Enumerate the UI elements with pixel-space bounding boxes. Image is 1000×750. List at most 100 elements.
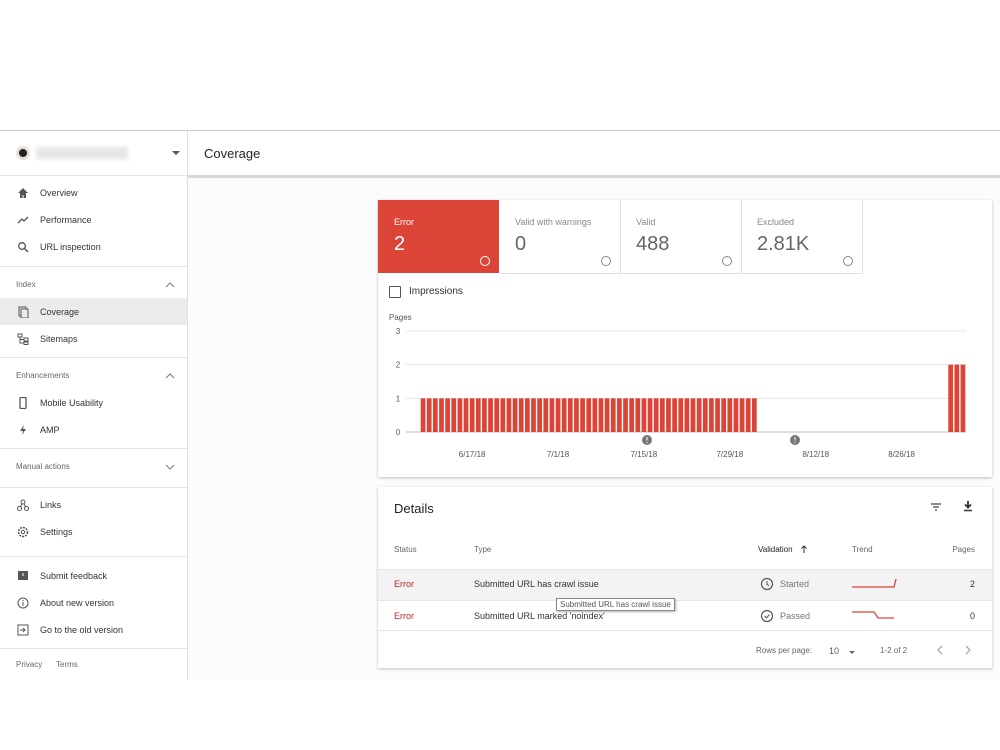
column-header[interactable]: Validation xyxy=(758,545,793,554)
nav-item[interactable]: AMP xyxy=(40,425,60,435)
card-label: Excluded xyxy=(757,217,795,227)
nav-item[interactable]: Links xyxy=(40,500,62,510)
chart: Pages 0 1 2 3 6/17/18 7/1/18 7/15/18 7/29/18 8/1… xyxy=(389,313,966,459)
nav-item[interactable]: Coverage xyxy=(40,307,80,317)
annotation-marker xyxy=(642,435,652,445)
filter-icon[interactable] xyxy=(930,501,942,513)
bar xyxy=(623,398,628,432)
expand-icon xyxy=(165,464,175,470)
help-icon[interactable] xyxy=(842,255,854,267)
card-value: 2.81K xyxy=(757,233,810,255)
bar xyxy=(678,398,684,432)
property-icon xyxy=(16,146,30,160)
card-value: 0 xyxy=(515,233,527,255)
x-tick-label: 7/1/18 xyxy=(547,450,570,459)
card-value: 2 xyxy=(394,233,406,255)
legal-link[interactable]: Privacy xyxy=(16,660,43,669)
bar xyxy=(702,398,708,432)
row-highlight[interactable] xyxy=(378,569,992,601)
page-title: Coverage xyxy=(204,146,261,161)
settings-icon xyxy=(17,526,29,538)
legal-link[interactable]: Terms xyxy=(56,660,78,669)
dropdown-arrow[interactable] xyxy=(846,646,858,658)
bar xyxy=(426,398,432,432)
bar xyxy=(543,398,549,432)
performance-icon xyxy=(17,216,29,224)
bar xyxy=(672,398,677,432)
bar xyxy=(666,398,671,432)
pagination-label: Rows per page: xyxy=(756,646,813,655)
column-header: Type xyxy=(474,545,492,554)
bar xyxy=(580,398,585,432)
bar xyxy=(457,398,463,432)
download-icon[interactable] xyxy=(962,500,974,512)
bar xyxy=(727,398,733,432)
bar xyxy=(960,364,966,432)
bar xyxy=(954,364,960,432)
bar xyxy=(432,398,438,432)
coverage-icon xyxy=(18,306,29,318)
bar xyxy=(739,398,745,432)
bar xyxy=(751,398,757,432)
bar xyxy=(549,398,555,432)
help-icon[interactable] xyxy=(479,255,491,267)
section-title[interactable]: Index xyxy=(16,280,36,289)
bar xyxy=(647,398,653,432)
bar xyxy=(555,398,561,432)
nav-item[interactable]: Submit feedback xyxy=(40,571,108,581)
nav-item[interactable]: Mobile Usability xyxy=(40,398,104,408)
bar xyxy=(635,398,641,432)
checkbox[interactable] xyxy=(389,286,401,298)
bar xyxy=(610,398,616,432)
bar xyxy=(586,398,592,432)
bar xyxy=(715,398,720,432)
bar xyxy=(537,398,542,432)
nav-item[interactable]: Go to the old version xyxy=(40,625,124,635)
nav-item[interactable]: URL inspection xyxy=(40,242,101,252)
tab-sep xyxy=(620,200,621,273)
help-icon[interactable] xyxy=(600,255,612,267)
bar xyxy=(475,398,481,432)
tooltip: Submitted URL has crawl issue xyxy=(556,598,675,611)
bar xyxy=(463,398,469,432)
rows-per-page[interactable]: 10 xyxy=(829,646,840,656)
bar xyxy=(745,398,751,432)
bar xyxy=(561,398,567,432)
bar xyxy=(696,398,702,432)
bar xyxy=(574,398,579,432)
nav-item[interactable]: Overview xyxy=(40,188,78,198)
exit-icon xyxy=(17,624,29,636)
checkbox-label[interactable]: Impressions xyxy=(409,286,463,297)
card-value: 488 xyxy=(636,233,670,255)
section-title[interactable]: Manual actions xyxy=(16,462,70,471)
bar xyxy=(531,398,536,432)
dropdown-arrow xyxy=(172,151,180,155)
collapse-icon xyxy=(165,373,175,379)
x-tick-label: 8/26/18 xyxy=(888,450,915,459)
y-tick-label: 3 xyxy=(396,327,401,336)
trend-sparkline xyxy=(852,578,897,588)
prev-page[interactable] xyxy=(934,644,946,656)
tab-error[interactable] xyxy=(378,200,499,273)
links-icon xyxy=(17,499,29,511)
nav-item[interactable]: About new version xyxy=(40,598,115,608)
divider xyxy=(378,630,992,631)
bar xyxy=(653,398,659,432)
nav-item[interactable]: Performance xyxy=(40,215,92,225)
next-page[interactable] xyxy=(962,644,974,656)
divider xyxy=(0,487,187,488)
divider xyxy=(0,448,187,449)
y-tick-label: 0 xyxy=(396,428,401,437)
tab-sep xyxy=(862,200,863,273)
sidebar xyxy=(0,131,188,680)
nav-item[interactable]: Sitemaps xyxy=(40,334,78,344)
nav-item[interactable]: Settings xyxy=(40,527,73,537)
help-icon[interactable] xyxy=(721,255,733,267)
card-label: Error xyxy=(394,217,414,227)
bar xyxy=(684,398,690,432)
x-tick-label: 6/17/18 xyxy=(459,450,486,459)
bar xyxy=(567,398,573,432)
section-title[interactable]: Enhancements xyxy=(16,371,70,380)
row-type: Submitted URL marked 'noindex' xyxy=(474,611,605,621)
divider xyxy=(0,175,187,176)
